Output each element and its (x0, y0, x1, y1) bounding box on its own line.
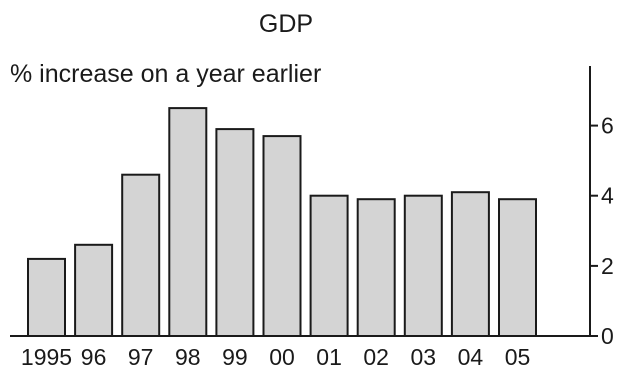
bars-group (27, 107, 537, 337)
bar-99 (215, 128, 255, 337)
bar-04 (450, 191, 490, 337)
bar-1995 (27, 257, 66, 337)
x-tick-label: 98 (175, 344, 201, 370)
x-tick-label: 1995 (21, 344, 72, 370)
x-tick-label: 05 (505, 344, 531, 370)
bar-96 (74, 243, 114, 337)
x-tick-label: 99 (222, 344, 248, 370)
y-ticks-group: 0 2 4 6 (590, 113, 614, 349)
bar-97 (121, 173, 161, 337)
y-tick-label: 4 (601, 183, 614, 209)
bar-05 (498, 198, 537, 337)
bar-98 (168, 107, 208, 337)
x-tick-label: 01 (316, 344, 342, 370)
x-tick-label: 02 (363, 344, 389, 370)
chart-title: GDP (258, 10, 314, 38)
y-tick-label: 0 (601, 323, 614, 349)
chart-subtitle: % increase on a year earlier (10, 60, 322, 88)
x-tick-label: 04 (458, 344, 484, 370)
y-tick-label: 6 (601, 113, 614, 139)
x-tick-label: 03 (411, 344, 437, 370)
y-tick-label: 2 (601, 253, 614, 279)
x-tick-label: 00 (269, 344, 295, 370)
bar-03 (403, 194, 443, 337)
bar-02 (356, 198, 396, 337)
x-tick-label: 97 (128, 344, 154, 370)
bar-01 (309, 194, 349, 337)
x-labels-group: 1995 96 97 98 99 00 01 02 03 04 05 (21, 344, 530, 370)
x-tick-label: 96 (81, 344, 107, 370)
bar-00 (262, 135, 302, 337)
